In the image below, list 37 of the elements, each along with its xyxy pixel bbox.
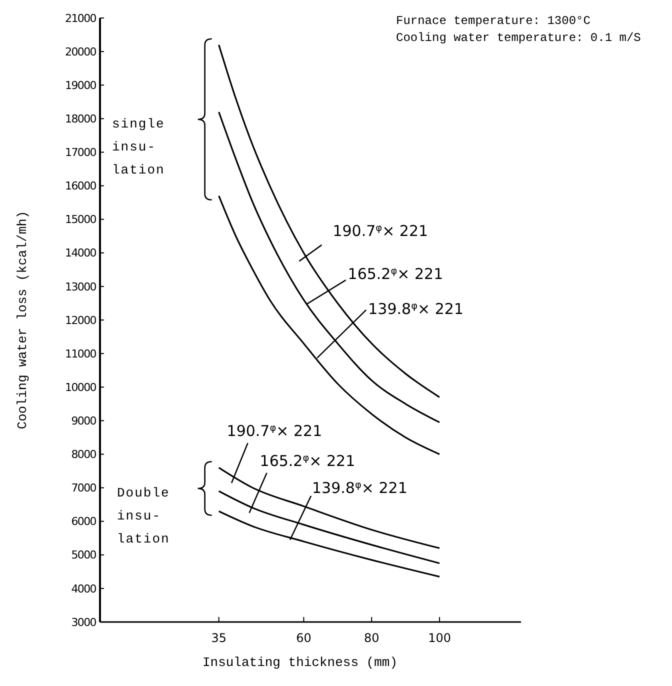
y-tick-label: 11000 [65, 347, 97, 360]
y-tick-label: 4000 [71, 582, 97, 596]
y-tick-label: 3000 [71, 616, 97, 629]
x-axis-title: Insulating thickness (mm) [202, 655, 398, 670]
y-tick-label: 5000 [71, 548, 97, 562]
annotation: 139.8$^{φ}$× 221 [312, 478, 408, 497]
y-tick-label: 7000 [71, 482, 97, 495]
y-tick-label: 18000 [65, 112, 97, 126]
annotation: 165.2$^{φ}$× 221 [348, 265, 444, 284]
y-tick-label: 12000 [65, 314, 97, 327]
line-series [218, 466, 440, 549]
y-tick-label: 14000 [65, 246, 97, 260]
x-tick-label: 60 [296, 631, 312, 645]
y-tick-label: 9000 [71, 414, 97, 428]
y-tick-label: 16000 [65, 180, 97, 193]
y-tick-label: 17000 [65, 146, 97, 160]
y-tick-label: 6000 [71, 515, 97, 528]
annotation: 190.7$^{φ}$× 221 [332, 222, 428, 240]
y-tick-label: 13000 [65, 280, 97, 294]
annotation: Double insu- lation [117, 485, 170, 546]
line-series [218, 510, 440, 578]
y-tick-label: 15000 [65, 213, 97, 226]
y-tick-label: 19000 [65, 78, 97, 92]
annotation: Cooling water temperature: 0.1 m/S [396, 31, 641, 45]
x-tick-label: 35 [211, 631, 226, 645]
x-tick-label: 80 [364, 631, 380, 645]
y-axis-title: Cooling water loss (kcal/mh) [15, 210, 30, 430]
y-tick-label: 8000 [71, 448, 97, 462]
y-tick-label: 10000 [65, 380, 97, 394]
y-tick-label: 21000 [65, 12, 97, 25]
y-tick-label: 20000 [65, 45, 97, 58]
annotation: single insu- lation [112, 116, 165, 178]
annotation: 165.2$^{φ}$× 221 [260, 452, 356, 470]
annotation: 190.7$^{φ}$× 221 [226, 422, 322, 440]
x-tick-label: 100 [428, 631, 451, 645]
annotation: Furnace temperature: 1300°C [396, 14, 590, 28]
annotation: 139.8$^{φ}$× 221 [368, 300, 464, 318]
